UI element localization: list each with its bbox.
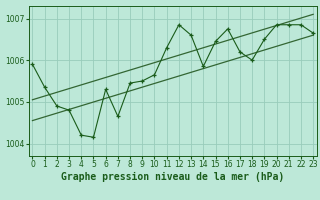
X-axis label: Graphe pression niveau de la mer (hPa): Graphe pression niveau de la mer (hPa): [61, 172, 284, 182]
